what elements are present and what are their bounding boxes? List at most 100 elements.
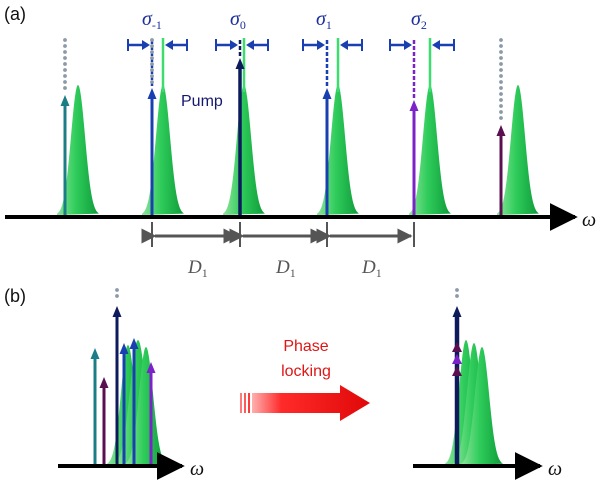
offset-indicator-1 [127, 39, 188, 51]
offset-indicator-2 [215, 39, 269, 51]
offset-indicator-left-head [317, 40, 325, 50]
comb-line-5 [409, 100, 419, 217]
offset-indicator-4 [389, 39, 455, 51]
comb-line-1 [60, 95, 70, 217]
sigma-label-0: σ0 [230, 8, 246, 32]
offset-indicator-left-head [230, 40, 238, 50]
locked-comb [445, 288, 503, 466]
unlocked-comb-line-3 [112, 306, 122, 466]
comb-line-3-head [235, 58, 245, 69]
offset-indicator-left-head [142, 40, 150, 50]
comb-line-6-dots-dot [499, 80, 503, 84]
comb-line-6-dots-dot [499, 98, 503, 102]
resonance-peak-5 [409, 85, 451, 215]
unlocked-comb-line-4 [119, 343, 129, 466]
comb-line-2-dots [150, 38, 154, 84]
locked-comb-line-1 [452, 306, 462, 466]
offset-indicator-right-head [340, 40, 348, 50]
frequency-axis-label: ω [582, 209, 596, 231]
pump-label: Pump [181, 93, 223, 110]
offset-indicators [127, 39, 455, 51]
comb-line-2-dots-dot [150, 74, 154, 78]
comb-line-5-head [409, 100, 419, 111]
comb-line-3 [235, 58, 245, 217]
locked-comb-head-1 [452, 342, 462, 352]
comb-line-6-dots-dot [499, 38, 503, 42]
spacing-dimensions: D1 D1 D1 [141, 222, 415, 280]
comb-line-6-head [496, 125, 506, 136]
comb-line-6-dots-dot [499, 110, 503, 114]
frequency-axis-left-label: ω [190, 458, 204, 480]
unlocked-comb-line-5 [129, 338, 139, 466]
comb-line-1-head [60, 95, 70, 106]
comb-line-2-dots-dot [150, 80, 154, 84]
panel-a: (a) ω Pump σ-1 σ0 σ1 σ2 D1 D1 D1 [4, 4, 596, 280]
frequency-axis-right-label: ω [548, 458, 562, 480]
resonance-peak-2 [142, 85, 184, 215]
locked-comb-head-3 [452, 366, 462, 376]
comb-line-4 [322, 88, 332, 217]
resonance-peaks [57, 38, 539, 215]
comb-line-6-dots-dot [499, 92, 503, 96]
unlocked-comb-line-1-head [90, 348, 100, 359]
phase-arrow-stripe-1 [240, 393, 242, 413]
unlocked-comb-line-5-head [129, 338, 139, 349]
locked-comb-dots [455, 288, 459, 298]
comb-line-1-dots-dot [63, 80, 67, 84]
comb-line-1-dots [63, 38, 67, 90]
comb-line-2-dots-dot [150, 44, 154, 48]
comb-line-1-dots-dot [63, 74, 67, 78]
panel-b-label: (b) [4, 286, 26, 306]
comb-line-1-dots-dot [63, 68, 67, 72]
comb-line-6-dots-dot [499, 56, 503, 60]
unlocked-comb-dots-dot [115, 294, 119, 298]
comb-line-6-dots-dot [499, 68, 503, 72]
comb-line-1-dots-dot [63, 56, 67, 60]
comb-line-6 [496, 125, 506, 217]
comb-line-6-dots-dot [499, 50, 503, 54]
resonance-peak-1 [57, 85, 99, 215]
comb-line-6-dots-dot [499, 104, 503, 108]
resonance-peak-6 [497, 85, 539, 215]
comb-line-6-dots-dot [499, 116, 503, 120]
sigma-label-1: σ1 [316, 8, 332, 32]
resonance-peak-3 [223, 85, 265, 215]
phase-locking-label-line2: locking [281, 363, 331, 380]
comb-line-2-dots-dot [150, 56, 154, 60]
comb-line-2-dots-dot [150, 62, 154, 66]
resonance-peak-4 [317, 85, 359, 215]
comb-line-4-head [322, 88, 332, 99]
spacing-label-3: D1 [361, 257, 382, 280]
comb-line-2-head [147, 88, 157, 99]
spacing-label-1: D1 [187, 257, 208, 280]
comb-line-1-dots-dot [63, 38, 67, 42]
comb-line-2 [147, 88, 157, 217]
unlocked-comb-line-3-head [112, 306, 122, 317]
locked-resonance-peak-3 [461, 347, 503, 465]
spacing-label-2: D1 [275, 257, 296, 280]
unlocked-comb-line-6-head [146, 362, 156, 373]
unlocked-comb-line-2-head [99, 377, 109, 388]
locked-comb-dots-dot [455, 294, 459, 298]
unlocked-comb-line-6 [146, 362, 156, 466]
unlocked-comb-line-2 [99, 377, 109, 466]
locked-comb-head-2 [452, 354, 462, 364]
locked-comb-line-1-head [452, 306, 462, 317]
unlocked-comb-line-4-head [119, 343, 129, 354]
comb-line-6-dots [499, 38, 503, 120]
locked-comb-dots-dot [455, 288, 459, 292]
comb-line-2-dots-dot [150, 38, 154, 42]
unlocked-comb-dots-dot [115, 288, 119, 292]
comb-line-6-dots-dot [499, 62, 503, 66]
comb-line-6-dots-dot [499, 44, 503, 48]
comb-line-2-dots-dot [150, 68, 154, 72]
panel-a-label: (a) [4, 4, 26, 24]
unlocked-comb-dots [115, 288, 119, 298]
unlocked-comb-line-1 [90, 348, 100, 466]
panel-b: (b) ω Phase locking ω [4, 286, 562, 480]
comb-line-6-dots-dot [499, 74, 503, 78]
phase-locking-arrow: Phase locking [240, 338, 370, 421]
comb-line-1-dots-dot [63, 86, 67, 90]
comb-lines [60, 38, 506, 217]
